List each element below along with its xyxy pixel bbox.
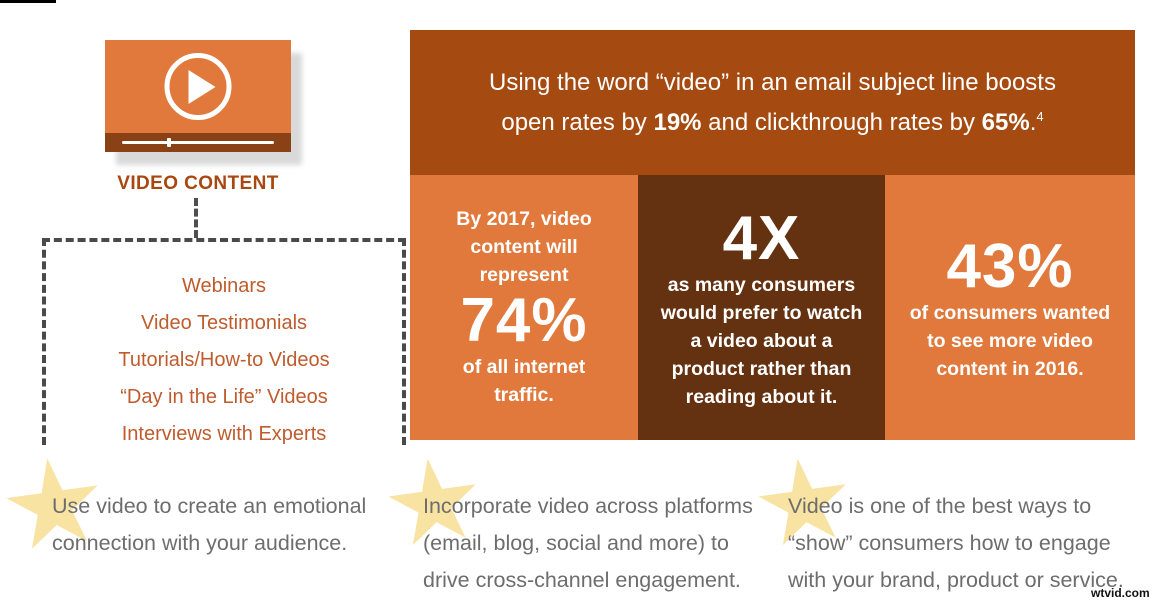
stat-post-text: of all internet traffic.: [462, 356, 586, 406]
email-stat-banner: Using the word “video” in an email subje…: [410, 30, 1135, 175]
video-player-graphic: [105, 40, 291, 152]
stat-big-number: 43%: [946, 232, 1074, 301]
tip-cross-channel: Incorporate video across platforms (emai…: [423, 494, 753, 592]
crop-artifact-line: [0, 0, 56, 3]
stat-post-text: of consumers wanted to see more video co…: [909, 302, 1111, 380]
video-type-item: Webinars: [181, 275, 267, 297]
play-triangle-icon: [188, 69, 215, 104]
banner-clickthrough-stat: 65%: [981, 108, 1030, 136]
stat-post-text: as many consumers would prefer to watch …: [660, 274, 863, 408]
video-type-item: Interviews with Experts: [121, 423, 327, 445]
video-types-box: Webinars Video Testimonials Tutorials/Ho…: [42, 238, 406, 445]
banner-line-2: open rates by 19% and clickthrough rates…: [501, 100, 1043, 140]
stat-pre-text: By 2017, video content will represent: [456, 208, 592, 286]
tip-emotional-connection: Use video to create an emotional connect…: [52, 494, 367, 555]
playhead-marker: [167, 138, 171, 147]
stat-box-more-video: 43% of consumers wanted to see more vide…: [885, 175, 1135, 440]
progress-line: [122, 141, 274, 144]
play-icon: [164, 53, 232, 120]
banner-footnote: 4: [1036, 108, 1044, 124]
connector-dashed-line-icon: [194, 198, 198, 238]
watermark: wtvid.com: [1091, 586, 1150, 600]
tip-show-consumers: Video is one of the best ways to “show” …: [788, 494, 1124, 592]
stat-box-prefer-video: 4X as many consumers would prefer to wat…: [638, 175, 885, 440]
video-content-label: VIDEO CONTENT: [117, 173, 279, 194]
banner-open-rate-stat: 19%: [653, 108, 702, 136]
video-type-item: Tutorials/How-to Videos: [118, 349, 330, 371]
banner-line2-end: .: [1029, 108, 1037, 136]
stat-big-number: 74%: [460, 286, 588, 355]
banner-line2-mid: and clickthrough rates by: [701, 108, 982, 136]
player-progress-bar: [105, 133, 291, 152]
banner-line-1: Using the word “video” in an email subje…: [489, 68, 1056, 96]
banner-line2-pre: open rates by: [501, 108, 654, 136]
stat-big-number: 4X: [722, 204, 801, 273]
video-type-item: Video Testimonials: [140, 312, 308, 334]
stat-box-internet-traffic: By 2017, video content will represent 74…: [410, 175, 638, 440]
video-type-item: “Day in the Life” Videos: [120, 386, 328, 408]
stats-row: By 2017, video content will represent 74…: [410, 175, 1135, 440]
